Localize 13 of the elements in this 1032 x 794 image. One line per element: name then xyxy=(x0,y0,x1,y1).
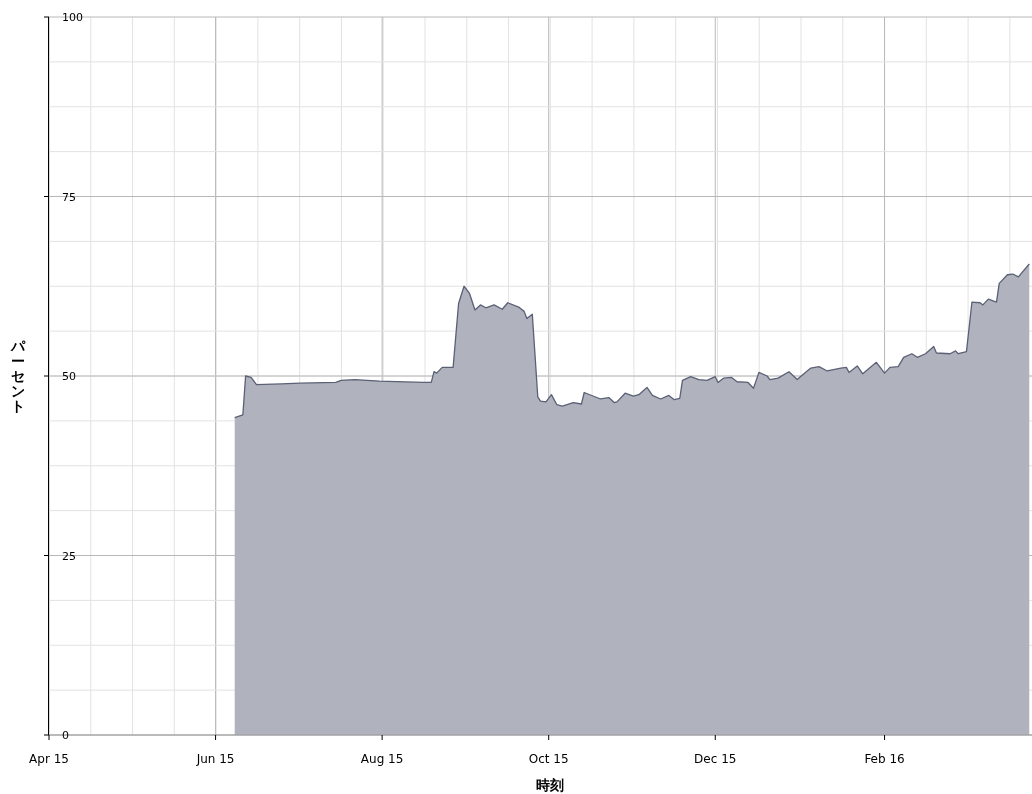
x-axis-title: 時刻 xyxy=(535,777,564,793)
y-axis-title: パーセント xyxy=(10,338,26,414)
x-tick-label: Aug 15 xyxy=(360,752,404,766)
x-tick-label: Oct 15 xyxy=(528,752,569,766)
x-tick-label: Dec 15 xyxy=(694,752,737,766)
y-tick-label: 100 xyxy=(62,11,83,24)
y-tick-label: 0 xyxy=(62,729,69,742)
y-tick-label: 75 xyxy=(62,190,76,204)
y-tick-label: 25 xyxy=(62,549,76,563)
x-tick-label: Apr 15 xyxy=(29,752,69,766)
x-tick-label: Feb 16 xyxy=(864,752,905,766)
y-tick-label: 50 xyxy=(62,370,76,383)
x-tick-label: Jun 15 xyxy=(195,752,235,766)
